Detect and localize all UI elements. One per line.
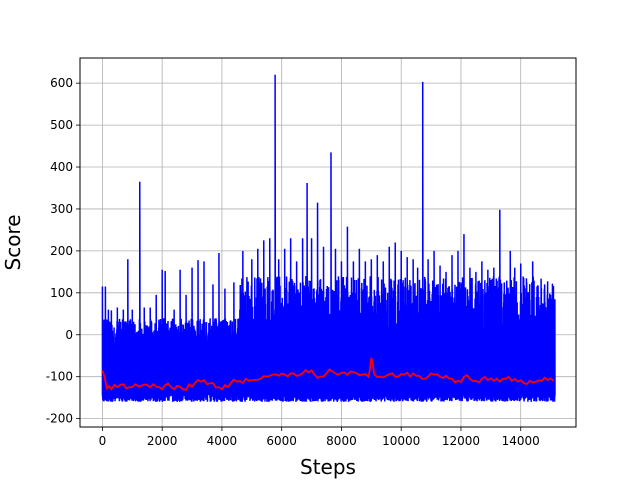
y-tick-label: 200 bbox=[50, 244, 73, 258]
series-line-raw-scores bbox=[101, 74, 556, 402]
x-tick-label: 0 bbox=[99, 434, 107, 448]
y-tick-label: 500 bbox=[50, 118, 73, 132]
plot-frame bbox=[79, 57, 577, 428]
y-tick-label: -200 bbox=[46, 412, 73, 426]
plot-series bbox=[101, 74, 556, 402]
y-tick-label: 100 bbox=[50, 286, 73, 300]
x-tick-label: 4000 bbox=[207, 434, 238, 448]
x-tick-label: 6000 bbox=[266, 434, 297, 448]
x-tick-label: 8000 bbox=[326, 434, 357, 448]
x-axis-label: Steps bbox=[300, 455, 356, 479]
y-axis-label: Score bbox=[1, 214, 25, 270]
series-line-moving-average bbox=[101, 357, 555, 392]
x-tick-label: 10000 bbox=[382, 434, 420, 448]
y-tick-label: 300 bbox=[50, 202, 73, 216]
y-tick-label: 600 bbox=[50, 76, 73, 90]
x-tick-label: 14000 bbox=[502, 434, 540, 448]
y-tick-label: -100 bbox=[46, 370, 73, 384]
ticks: 0 2000 4000 6000 8000 10000 12000 14000-200-100… bbox=[46, 76, 540, 448]
x-tick-label: 2000 bbox=[147, 434, 178, 448]
y-tick-label: 0 bbox=[65, 328, 73, 342]
x-tick-label: 12000 bbox=[442, 434, 480, 448]
y-tick-label: 400 bbox=[50, 160, 73, 174]
